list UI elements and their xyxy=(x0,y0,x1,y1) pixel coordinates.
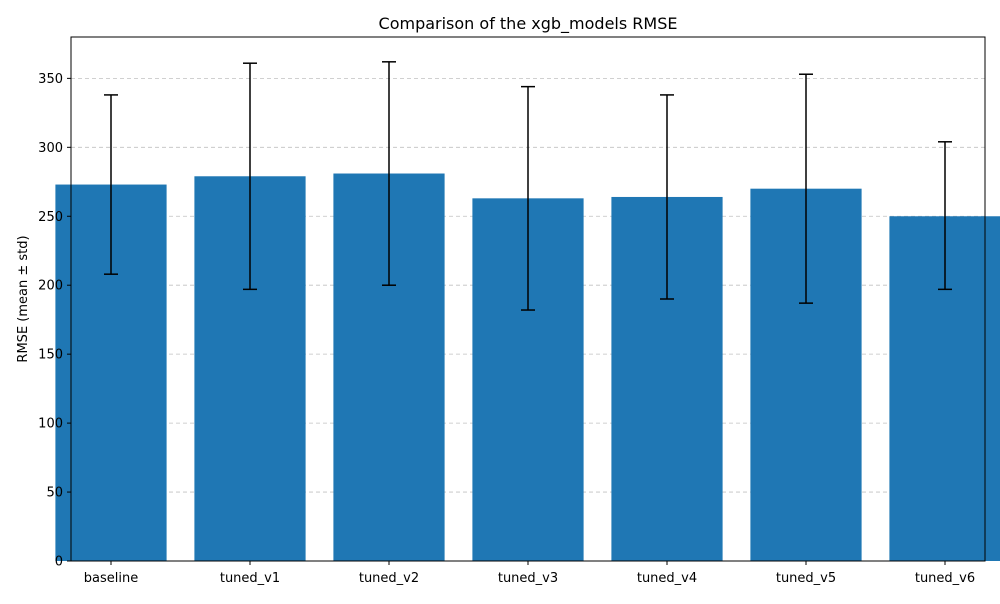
x-tick-label: tuned_v6 xyxy=(915,571,975,586)
y-axis-ticks: 0 50 100 150 200 250 300 350 xyxy=(38,72,71,570)
chart-title: Comparison of the xgb_models RMSE xyxy=(379,14,678,34)
y-tick-label: 350 xyxy=(38,72,63,87)
y-tick-label: 100 xyxy=(38,417,63,432)
y-tick-label: 250 xyxy=(38,210,63,225)
x-tick-label: tuned_v5 xyxy=(776,571,836,586)
x-axis-ticks: baseline tuned_v1 tuned_v2 tuned_v3 tuned_v4… xyxy=(84,561,975,586)
error-bars xyxy=(104,61,952,311)
x-tick-label: tuned_v1 xyxy=(220,571,280,586)
x-tick-label: tuned_v2 xyxy=(359,571,419,586)
x-tick-label: baseline xyxy=(84,571,138,586)
y-tick-label: 300 xyxy=(38,141,63,156)
y-tick-label: 50 xyxy=(46,486,63,501)
y-tick-label: 0 xyxy=(55,555,63,570)
y-axis-label: RMSE (mean ± std) xyxy=(16,235,31,362)
x-tick-label: tuned_v3 xyxy=(498,571,558,586)
y-tick-label: 150 xyxy=(38,348,63,363)
y-tick-label: 200 xyxy=(38,279,63,294)
x-tick-label: tuned_v4 xyxy=(637,571,697,586)
